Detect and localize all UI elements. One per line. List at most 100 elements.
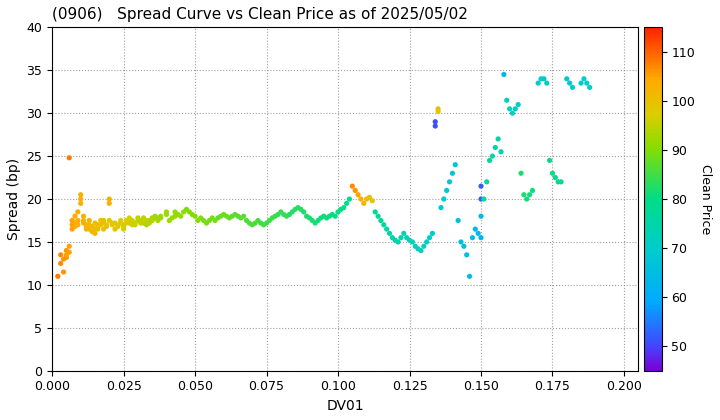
Point (75, 192, 86, 198)
Point (86, 228, 98, 235)
Point (155, 215, 166, 221)
Text: (0906)   Spread Curve vs Clean Price as of 2025/05/02: (0906) Spread Curve vs Clean Price as of… (52, 7, 468, 22)
Point (152, 217, 163, 224)
Point (578, 76, 590, 82)
Point (66, 226, 78, 232)
Point (384, 230, 395, 237)
Point (410, 243, 421, 249)
Point (107, 220, 118, 226)
Point (60, 254, 72, 261)
Point (163, 217, 175, 224)
Point (86, 223, 98, 230)
Point (78, 217, 89, 224)
Point (301, 213, 312, 220)
Point (69, 220, 81, 226)
Point (495, 148, 507, 155)
Point (561, 76, 572, 82)
Point (218, 211, 230, 218)
Point (366, 197, 378, 204)
Point (63, 243, 75, 249)
Point (372, 213, 384, 220)
Point (189, 213, 201, 220)
Point (369, 209, 381, 215)
Point (98, 226, 109, 232)
Point (149, 215, 161, 221)
Point (92, 221, 104, 228)
Point (124, 215, 135, 221)
Point (135, 220, 146, 226)
Point (104, 200, 115, 207)
Point (458, 243, 469, 249)
Point (207, 215, 218, 221)
Point (84, 221, 95, 228)
Point (472, 230, 484, 237)
Point (518, 192, 530, 198)
Point (513, 101, 524, 108)
Point (546, 170, 558, 177)
Point (178, 209, 189, 215)
Point (92, 226, 104, 232)
Point (81, 223, 92, 230)
Point (352, 192, 364, 198)
Point (227, 213, 238, 220)
Point (287, 209, 298, 215)
Point (455, 239, 467, 245)
Point (60, 252, 72, 258)
Point (361, 196, 372, 202)
Point (272, 211, 284, 218)
Point (101, 221, 112, 228)
Point (438, 196, 449, 202)
Point (524, 192, 536, 198)
Point (258, 221, 269, 228)
Point (535, 76, 546, 82)
Point (95, 221, 107, 228)
Point (584, 84, 595, 91)
Point (146, 217, 158, 224)
Point (475, 183, 487, 189)
Point (55, 252, 66, 258)
Point (469, 226, 481, 232)
Point (269, 213, 281, 220)
Point (109, 226, 121, 232)
Point (181, 206, 192, 213)
Point (72, 217, 84, 224)
Point (510, 105, 521, 112)
Point (552, 178, 564, 185)
Point (475, 196, 487, 202)
Point (321, 215, 333, 221)
Point (78, 213, 89, 220)
Point (398, 230, 410, 237)
Point (127, 221, 138, 228)
Point (538, 76, 549, 82)
Point (504, 105, 516, 112)
Point (161, 209, 172, 215)
Point (289, 206, 301, 213)
Point (432, 105, 444, 112)
Point (264, 217, 275, 224)
Point (230, 211, 241, 218)
Point (212, 215, 224, 221)
Point (107, 221, 118, 228)
Point (390, 237, 401, 244)
Point (527, 187, 539, 194)
Point (155, 213, 166, 220)
Point (224, 215, 235, 221)
Point (66, 221, 78, 228)
Point (355, 196, 366, 202)
Point (475, 213, 487, 220)
Point (121, 217, 132, 224)
Point (464, 273, 475, 280)
Point (243, 220, 255, 226)
Point (338, 204, 349, 211)
Point (118, 221, 130, 228)
Point (112, 223, 124, 230)
Point (95, 217, 107, 224)
Point (161, 211, 172, 218)
Point (255, 220, 266, 226)
Point (492, 136, 504, 142)
Point (72, 209, 84, 215)
Point (92, 223, 104, 230)
Point (89, 226, 101, 232)
Point (415, 247, 427, 254)
Point (104, 217, 115, 224)
